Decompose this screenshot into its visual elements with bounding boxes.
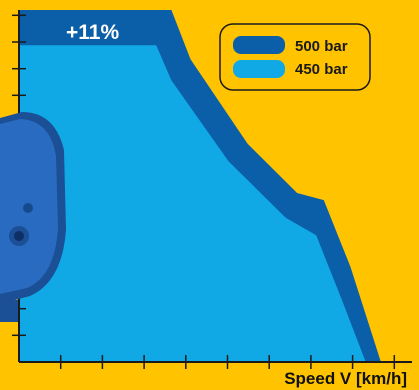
improvement-annotation: +11% — [66, 21, 119, 44]
x-axis-label: Speed V [km/h] — [284, 369, 407, 388]
legend: 500 bar 450 bar — [219, 23, 371, 91]
legend-box — [219, 23, 371, 91]
legend-swatch-500-bar — [233, 36, 285, 54]
series-area-450-bar — [19, 45, 366, 362]
legend-swatch-450-bar — [233, 60, 285, 78]
legend-label-450-bar: 450 bar — [295, 61, 348, 78]
pump-motor-illustration — [0, 112, 66, 322]
legend-label-500-bar: 500 bar — [295, 38, 348, 55]
x-axis-ticks — [59, 355, 396, 369]
x-axis — [19, 355, 412, 369]
